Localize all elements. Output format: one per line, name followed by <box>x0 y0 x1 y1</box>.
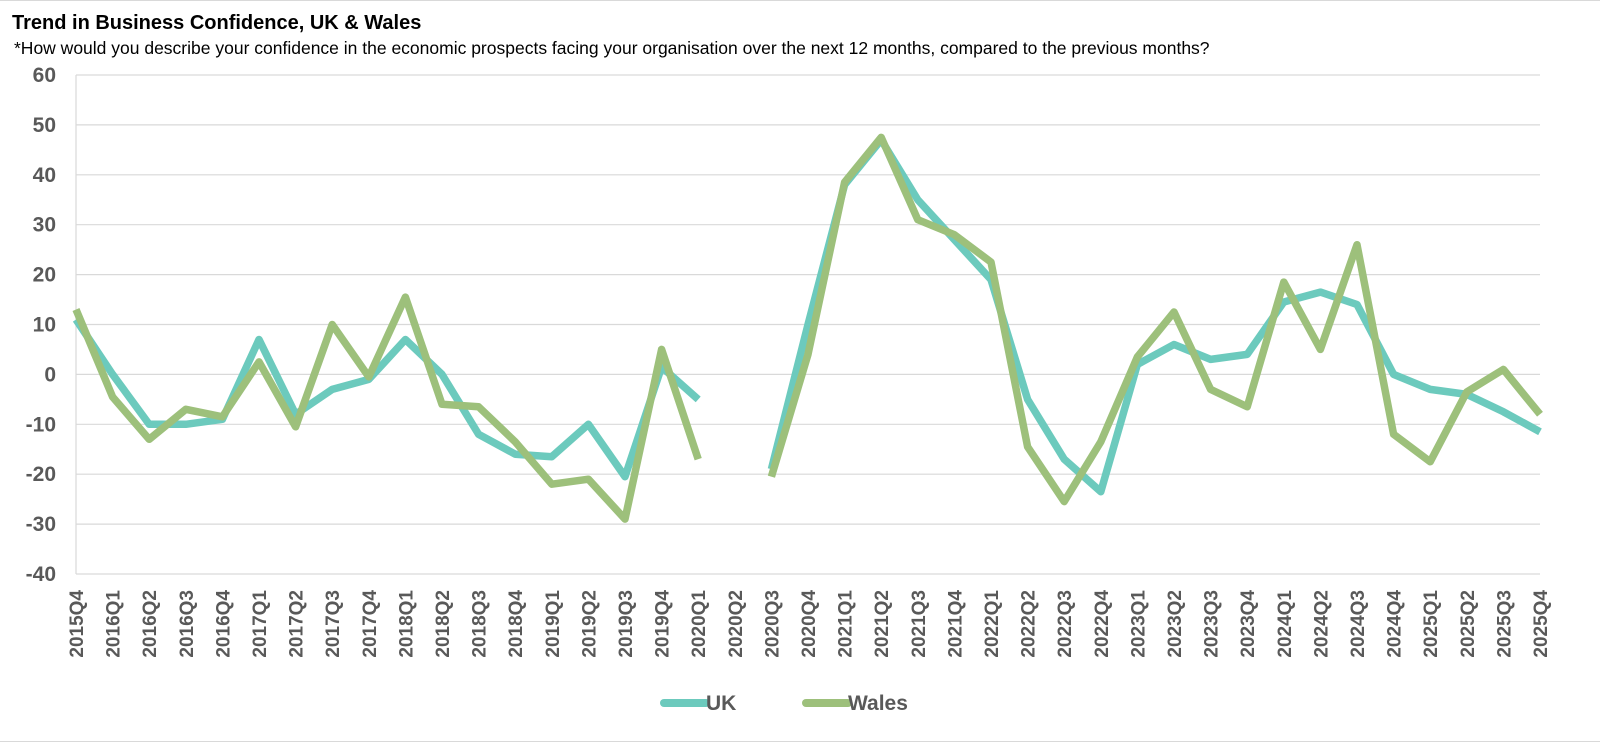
x-tick-label: 2020Q3 <box>762 590 783 658</box>
y-tick-label: 20 <box>33 264 56 287</box>
x-tick-label: 2016Q1 <box>104 590 125 658</box>
y-tick-label: -30 <box>26 513 56 536</box>
x-tick-label: 2016Q4 <box>213 590 234 658</box>
y-tick-label: 10 <box>33 314 56 337</box>
x-tick-label: 2017Q3 <box>323 590 344 658</box>
x-tick-label: 2023Q1 <box>1128 590 1149 658</box>
x-tick-label: 2019Q2 <box>579 590 600 658</box>
x-tick-label: 2022Q4 <box>1092 590 1113 658</box>
x-tick-label: 2024Q3 <box>1348 590 1369 658</box>
y-tick-label: -10 <box>26 413 56 436</box>
legend-label-wales: Wales <box>848 692 908 715</box>
x-tick-label: 2022Q3 <box>1055 590 1076 658</box>
x-tick-label: 2025Q1 <box>1421 590 1442 658</box>
x-tick-label: 2024Q2 <box>1311 590 1332 658</box>
series-lines <box>72 133 1543 523</box>
x-tick-label: 2020Q4 <box>799 590 820 658</box>
chart-subtitle: *How would you describe your confidence … <box>14 38 1210 58</box>
x-tick-label: 2019Q4 <box>653 590 674 658</box>
x-tick-label: 2022Q1 <box>982 590 1003 658</box>
y-tick-label: 0 <box>44 363 56 386</box>
y-tick-label: 50 <box>33 114 56 137</box>
x-tick-label: 2019Q3 <box>616 590 637 658</box>
x-tick-label: 2021Q1 <box>836 590 857 658</box>
x-tick-label: 2023Q3 <box>1202 590 1223 658</box>
x-tick-label: 2017Q4 <box>360 590 381 658</box>
x-tick-label: 2018Q1 <box>396 590 417 658</box>
x-tick-label: 2016Q2 <box>140 590 161 658</box>
x-tick-label: 2021Q4 <box>945 590 966 658</box>
legend-label-uk: UK <box>706 692 736 715</box>
x-tick-label: 2017Q2 <box>287 590 308 658</box>
y-tick-label: -40 <box>26 563 56 586</box>
series-line-wales <box>767 133 1543 506</box>
x-tick-label: 2024Q1 <box>1275 590 1296 658</box>
x-axis-ticks: 2015Q4 2016Q1 2016Q2 2016Q3 2016Q4 2017Q1 2017… <box>67 590 1552 658</box>
x-tick-label: 2025Q3 <box>1494 590 1515 658</box>
x-tick-label: 2016Q3 <box>177 590 198 658</box>
x-tick-label: 2021Q3 <box>909 590 930 658</box>
x-tick-label: 2017Q1 <box>250 590 271 658</box>
legend: UK Wales <box>660 692 908 715</box>
x-tick-label: 2025Q2 <box>1458 590 1479 658</box>
x-tick-label: 2024Q4 <box>1385 590 1406 658</box>
x-tick-label: 2022Q2 <box>1019 590 1040 658</box>
x-tick-label: 2021Q2 <box>872 590 893 658</box>
series-line-wales <box>72 293 702 523</box>
x-tick-label: 2020Q2 <box>726 590 747 658</box>
x-tick-label: 2023Q4 <box>1238 590 1259 658</box>
y-tick-label: 60 <box>33 64 56 87</box>
x-tick-label: 2018Q3 <box>470 590 491 658</box>
chart-title: Trend in Business Confidence, UK & Wales <box>12 12 422 34</box>
y-tick-label: 40 <box>33 164 56 187</box>
y-tick-label: -20 <box>26 463 56 486</box>
x-tick-label: 2015Q4 <box>67 590 88 658</box>
y-axis-ticks: 60 50 40 30 20 10 0 -10 -20 -30 -40 <box>26 64 56 586</box>
x-tick-label: 2018Q2 <box>433 590 454 658</box>
series-line-uk <box>72 317 701 481</box>
x-tick-label: 2019Q1 <box>543 590 564 658</box>
series-line-uk <box>767 136 1542 496</box>
x-tick-label: 2018Q4 <box>506 590 527 658</box>
x-tick-label: 2020Q1 <box>689 590 710 658</box>
gridlines <box>75 74 1540 575</box>
x-tick-label: 2025Q4 <box>1531 590 1552 658</box>
x-tick-label: 2023Q2 <box>1165 590 1186 658</box>
y-tick-label: 30 <box>33 214 56 237</box>
